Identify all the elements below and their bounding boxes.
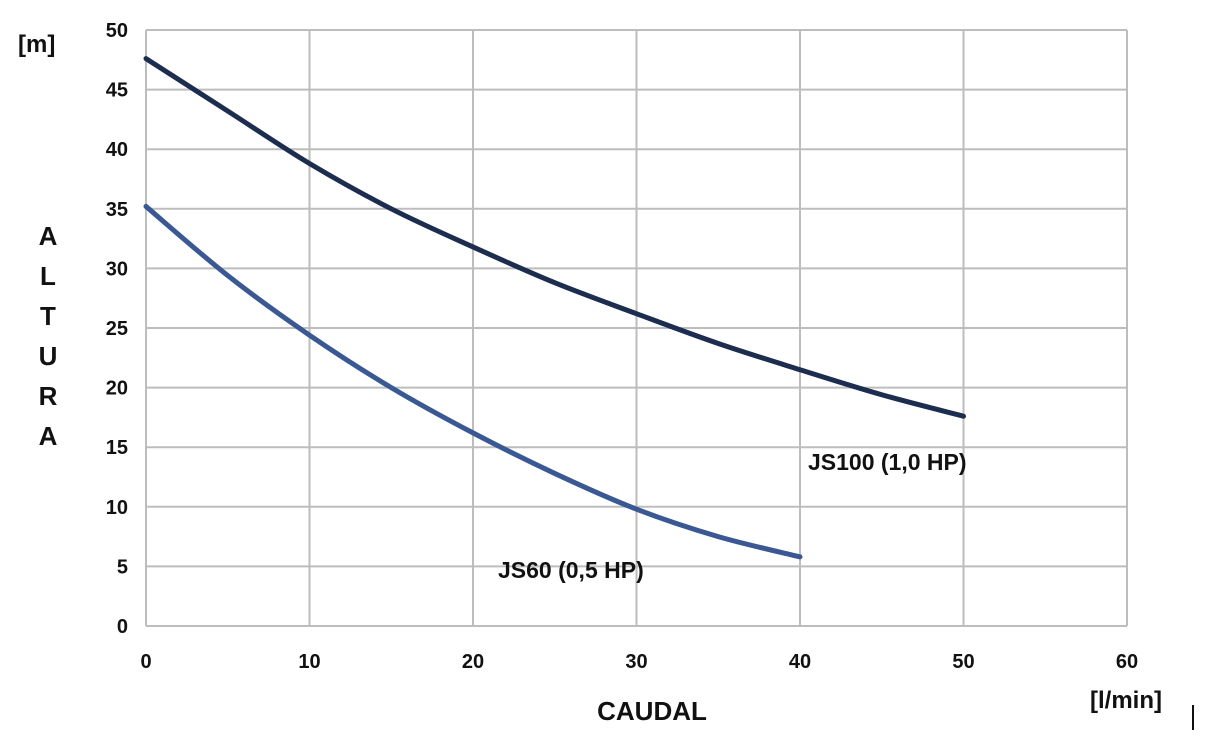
y-tick-label: 20 <box>106 378 128 400</box>
js60-series-label: JS60 (0,5 HP) <box>498 557 644 583</box>
y-tick-label: 15 <box>106 437 128 459</box>
x-axis-tick-labels: 0 10 20 30 40 50 60 <box>140 651 1138 673</box>
x-tick-label: 10 <box>298 651 320 673</box>
y-tick-label: 25 <box>106 318 128 340</box>
js60-curve <box>143 203 803 560</box>
js100-series-label: JS100 (1,0 HP) <box>808 449 967 475</box>
x-tick-label: 60 <box>1116 651 1138 673</box>
y-axis-tick-labels: 0 5 10 15 20 25 30 35 40 45 50 <box>106 20 128 638</box>
horizontal-gridlines <box>146 29 1127 627</box>
y-tick-label: 10 <box>106 497 128 519</box>
x-tick-label: 20 <box>462 651 484 673</box>
y-tick-label: 35 <box>106 199 128 221</box>
series-curves <box>143 56 966 560</box>
y-tick-label: 5 <box>117 556 128 578</box>
x-axis-unit: [l/min] <box>1090 687 1162 714</box>
y-tick-label: 0 <box>117 616 128 638</box>
y-tick-label: 30 <box>106 258 128 280</box>
y-tick-label: 50 <box>106 20 128 42</box>
x-tick-label: 30 <box>625 651 647 673</box>
y-tick-label: 40 <box>106 139 128 161</box>
x-tick-label: 40 <box>789 651 811 673</box>
y-tick-label: 45 <box>106 80 128 102</box>
x-axis-title: CAUDAL <box>597 696 707 726</box>
y-axis-unit: [m] <box>18 31 55 58</box>
series-labels: JS100 (1,0 HP) JS60 (0,5 HP) <box>498 449 967 583</box>
x-tick-label: 0 <box>140 651 151 673</box>
x-tick-label: 50 <box>952 651 974 673</box>
js100-curve <box>143 56 966 419</box>
